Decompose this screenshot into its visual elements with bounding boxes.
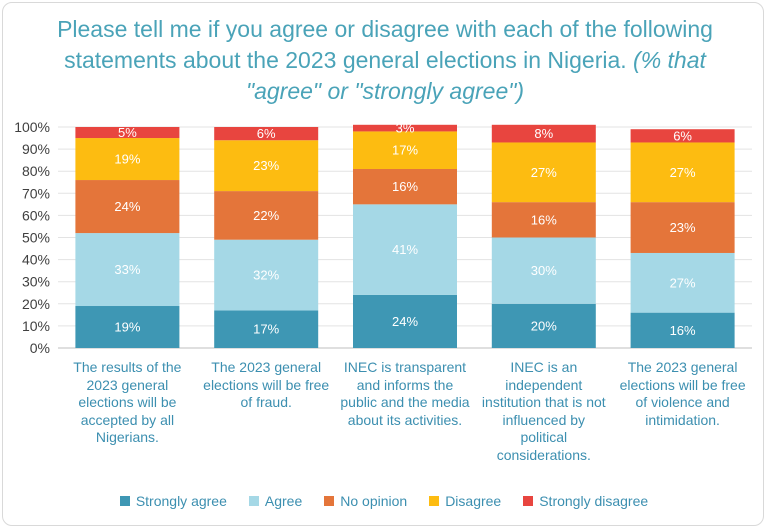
chart-title-note: (% that "agree" or "strongly agree") (245, 47, 706, 104)
bar-segment (214, 239, 319, 311)
y-tick-label: 30% (22, 274, 50, 290)
legend-item: No opinion (324, 490, 407, 512)
category-label: INEC is transparent and informs the publ… (340, 359, 470, 428)
category-label: The 2023 general elections will be free … (203, 359, 330, 410)
legend-swatch (248, 496, 259, 506)
data-label: 3% (396, 121, 415, 136)
data-label: 41% (392, 242, 418, 257)
data-label: 8% (534, 126, 553, 141)
data-label: 17% (253, 322, 279, 337)
data-label: 16% (392, 179, 418, 194)
chart-title-main: Please tell me if you agree or disagree … (57, 16, 713, 73)
bar-segment (491, 142, 596, 203)
chart-title: Please tell me if you agree or disagree … (40, 14, 730, 107)
category-label: INEC is an independent institution that … (481, 359, 606, 463)
data-label: 30% (531, 263, 557, 278)
legend-swatch (324, 496, 335, 506)
category-label: The 2023 general elections will be free … (619, 359, 746, 428)
data-label: 24% (114, 199, 140, 214)
y-tick-label: 100% (14, 119, 50, 135)
bar-segment (630, 252, 735, 313)
y-tick-label: 70% (22, 185, 50, 201)
data-label: 27% (670, 165, 696, 180)
y-tick-label: 40% (22, 252, 50, 268)
data-label: 24% (392, 314, 418, 329)
y-tick-label: 10% (22, 318, 50, 334)
bar-segment (75, 233, 180, 307)
bar-segment (491, 237, 596, 304)
data-label: 23% (253, 158, 279, 173)
bar-segment (353, 294, 457, 348)
bar-segment (75, 306, 180, 348)
bar-segment (353, 131, 457, 169)
data-label: 19% (114, 320, 140, 335)
data-label: 16% (670, 323, 696, 338)
data-label: 19% (114, 152, 140, 167)
bar-segment (75, 180, 180, 234)
legend-swatch (523, 496, 534, 506)
bar-segment (491, 202, 596, 238)
data-label: 16% (531, 212, 557, 227)
bar-segment (353, 168, 457, 205)
legend-label: Disagree (445, 493, 502, 509)
y-tick-label: 50% (22, 230, 50, 246)
bar-segment (353, 204, 457, 295)
bar-segment (630, 202, 735, 253)
legend-label: Strongly disagree (539, 493, 649, 509)
y-tick-label: 90% (22, 141, 50, 157)
bar-segment (630, 129, 735, 143)
data-label: 6% (673, 128, 692, 143)
y-tick-label: 60% (22, 207, 50, 223)
bar-segment (491, 303, 596, 348)
bar-segment (75, 138, 180, 181)
category-label: The results of the 2023 general election… (73, 359, 182, 445)
bar-segment (214, 310, 319, 348)
legend-label: Strongly agree (135, 493, 227, 509)
data-label: 23% (670, 220, 696, 235)
data-label: 33% (114, 262, 140, 277)
data-label: 27% (531, 165, 557, 180)
data-label: 6% (257, 126, 276, 141)
bar-segment (630, 142, 735, 203)
data-label: 5% (118, 125, 137, 140)
bar-segment (214, 191, 319, 240)
legend-item: Disagree (429, 490, 501, 512)
data-label: 20% (531, 318, 557, 333)
y-tick-label: 0% (30, 340, 50, 356)
bar-segment (630, 312, 735, 348)
bar-segment (491, 124, 596, 143)
bar-segment (75, 127, 180, 139)
legend-item: Agree (248, 490, 303, 512)
legend-item: Strongly agree (119, 490, 227, 512)
data-label: 27% (670, 275, 696, 290)
y-tick-label: 20% (22, 296, 50, 312)
data-label: 22% (253, 208, 279, 223)
legend-swatch (119, 496, 130, 506)
data-label: 32% (253, 268, 279, 283)
legend-label: Agree (264, 493, 303, 509)
legend-swatch (429, 496, 440, 506)
chart-legend: Strongly agree Agree No opinion Disagree Str… (0, 490, 768, 512)
bar-segment (353, 124, 457, 132)
data-label: 17% (392, 143, 418, 158)
bar-segment (214, 140, 319, 192)
bar-segment (214, 127, 319, 141)
y-tick-label: 80% (22, 163, 50, 179)
legend-item: Strongly disagree (523, 490, 648, 512)
legend-label: No opinion (340, 493, 408, 509)
